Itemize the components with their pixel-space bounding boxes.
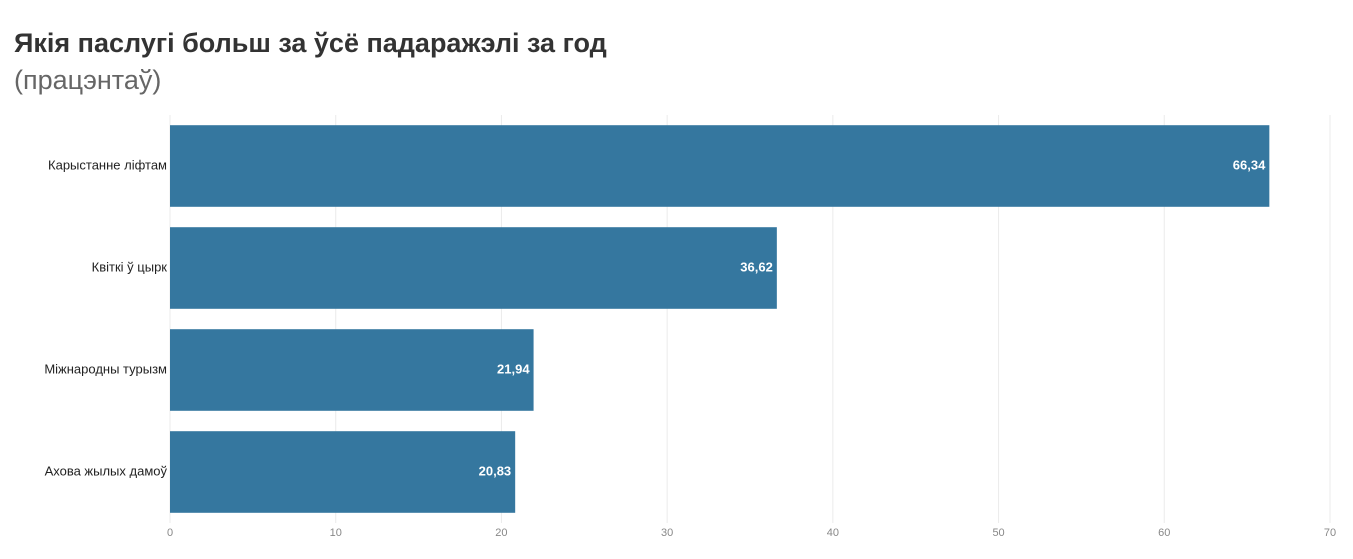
bar bbox=[170, 431, 516, 513]
value-label: 21,94 bbox=[497, 361, 530, 376]
y-tick-label: Карыстанне ліфтам bbox=[48, 157, 167, 172]
x-tick-label: 10 bbox=[330, 527, 342, 539]
chart-subtitle: (працэнтаў) bbox=[14, 65, 161, 95]
x-tick-label: 40 bbox=[827, 527, 839, 539]
bar bbox=[170, 329, 534, 411]
y-tick-label: Ахова жылых дамоў bbox=[45, 463, 168, 478]
x-tick-label: 70 bbox=[1324, 527, 1336, 539]
x-tick-label: 50 bbox=[992, 527, 1004, 539]
value-label: 36,62 bbox=[740, 259, 773, 274]
y-tick-label: Міжнародны турызм bbox=[44, 361, 167, 376]
value-label: 20,83 bbox=[479, 463, 512, 478]
value-label: 66,34 bbox=[1233, 157, 1266, 172]
x-tick-label: 60 bbox=[1158, 527, 1170, 539]
x-tick-label: 20 bbox=[495, 527, 507, 539]
chart-title: Якія паслугі больш за ўсё падаражэлі за … bbox=[14, 28, 607, 58]
y-tick-label: Квіткі ў цырк bbox=[92, 259, 168, 274]
bar bbox=[170, 125, 1270, 207]
x-tick-label: 0 bbox=[167, 527, 173, 539]
x-tick-label: 30 bbox=[661, 527, 673, 539]
bar bbox=[170, 227, 777, 309]
